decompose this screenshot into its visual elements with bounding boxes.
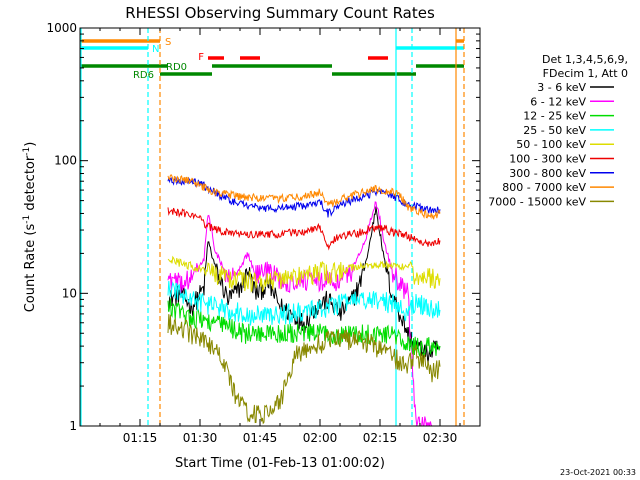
legend-label-7000-15000-kev: 7000 - 15000 keV — [488, 195, 586, 208]
legend: Det 1,3,4,5,6,9, FDecim 1, Att 0 3 - 6 k… — [488, 53, 628, 208]
series-line-100-300-kev — [167, 207, 441, 251]
y-axis-label: Count Rate (s-1 detector-1) — [22, 142, 38, 313]
state-bar-label-n: N — [152, 44, 159, 55]
y-tick-label-0: 1 — [69, 419, 77, 433]
legend-header-1: Det 1,3,4,5,6,9, — [542, 53, 628, 66]
y-tick-label-2: 100 — [54, 154, 77, 168]
state-bar-label-f: F — [198, 52, 204, 63]
plot-frame — [79, 27, 481, 427]
y-axis-label-end: ) — [23, 142, 38, 147]
y-axis-label-start: Count Rate (s — [23, 224, 38, 313]
x-tick-label-5: 02:30 — [423, 431, 458, 445]
state-bar-label-rd6: RD6 — [133, 70, 154, 81]
series-line-6-12-kev — [167, 201, 433, 427]
legend-label-3-6-kev: 3 - 6 keV — [537, 81, 586, 94]
x-axis-label: Start Time (01-Feb-13 01:00:02) — [175, 456, 385, 471]
legend-label-6-12-kev: 6 - 12 keV — [530, 95, 586, 108]
x-tick-label-0: 01:15 — [123, 431, 158, 445]
legend-label-12-25-kev: 12 - 25 keV — [523, 110, 586, 123]
y-axis-label-sup1: -1 — [22, 215, 32, 224]
vertical-markers — [80, 28, 465, 426]
series-line-7000-15000-kev — [167, 314, 441, 425]
y-tick-label-1: 10 — [62, 286, 77, 300]
series-line-800-7000-kev — [167, 174, 441, 220]
y-axis-label-sup2: -1 — [22, 147, 32, 156]
series-line-12-25-kev — [167, 298, 441, 358]
y-axis: 1 10 100 1000 — [46, 21, 480, 433]
x-tick-label-4: 02:15 — [363, 431, 398, 445]
legend-label-800-7000-kev: 800 - 7000 keV — [502, 181, 586, 194]
series-lines — [167, 174, 441, 427]
state-bar-label-s: S — [165, 37, 171, 48]
x-tick-label-2: 01:45 — [243, 431, 278, 445]
series-line-300-800-kev — [167, 176, 441, 218]
legend-header-2: FDecim 1, Att 0 — [543, 67, 628, 80]
y-tick-label-3: 1000 — [46, 21, 77, 35]
x-axis: 01:15 01:30 01:45 02:00 02:15 02:30 — [99, 28, 461, 445]
series-line-50-100-kev — [167, 255, 441, 293]
x-tick-label-1: 01:30 — [183, 431, 218, 445]
legend-label-25-50-kev: 25 - 50 keV — [523, 124, 586, 137]
legend-label-50-100-kev: 50 - 100 keV — [516, 138, 586, 151]
footer-timestamp: 23-Oct-2021 00:33 — [560, 468, 636, 477]
x-tick-label-3: 02:00 — [303, 431, 338, 445]
legend-label-100-300-kev: 100 - 300 keV — [509, 153, 586, 166]
legend-label-300-800-kev: 300 - 800 keV — [509, 167, 586, 180]
series-line-3-6-kev — [167, 206, 441, 365]
y-axis-label-mid: detector — [23, 155, 38, 215]
series-line-25-50-kev — [167, 280, 441, 326]
state-bar-label-rd0: RD0 — [166, 62, 187, 73]
state-bars: SN F RD0 RD6 — [81, 37, 464, 81]
chart-title: RHESSI Observing Summary Count Rates — [125, 4, 435, 22]
